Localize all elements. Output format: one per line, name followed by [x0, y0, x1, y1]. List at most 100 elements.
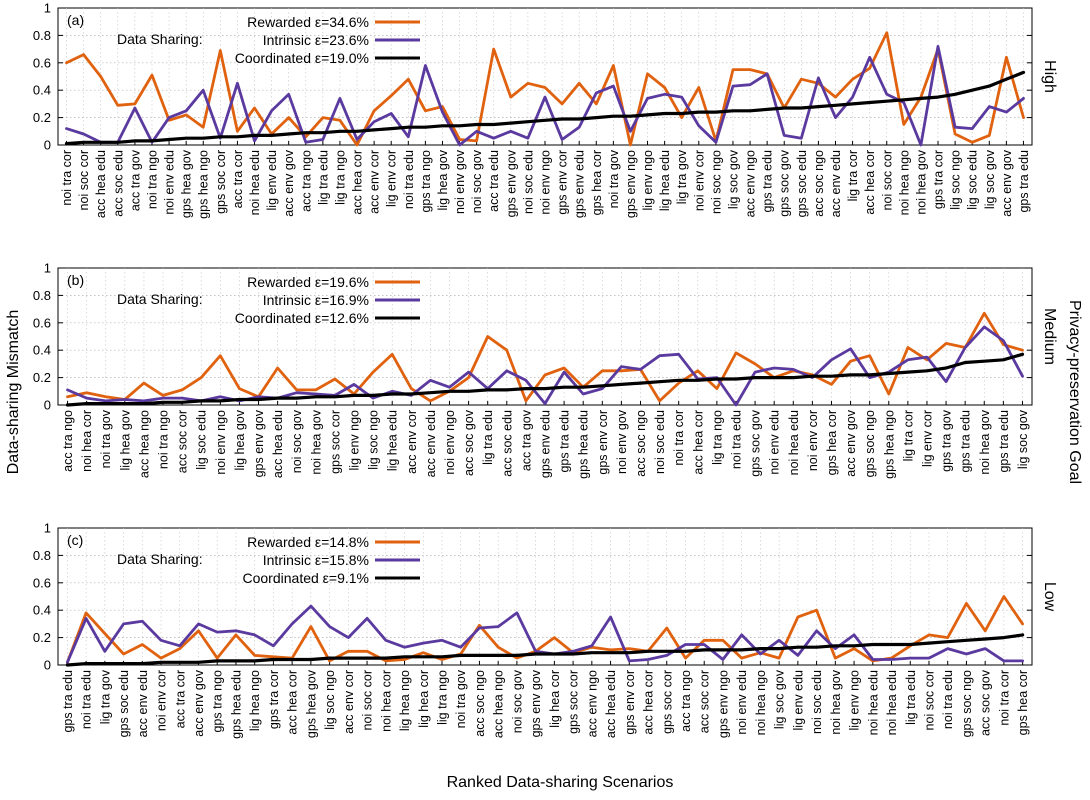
x-tick-label: gps soc cor: [328, 410, 342, 474]
x-tick-label: acc env gov: [844, 409, 858, 476]
x-tick-label: acc hea cor: [351, 150, 365, 215]
x-tick-label: noi tra edu: [730, 410, 744, 469]
x-tick-label: noi tra ngo: [146, 150, 160, 209]
x-tick-label: lig tra ngo: [436, 670, 450, 725]
x-tick-label: noi tra ngo: [157, 410, 171, 469]
x-tick-label: lig hea cor: [417, 670, 431, 728]
x-tick-label: noi tra cor: [997, 670, 1011, 726]
x-tick-label: acc soc edu: [111, 150, 125, 217]
y-tick-label: 1: [44, 261, 51, 276]
x-tick-label: lig hea cor: [548, 670, 562, 728]
x-tick-label: lig tra cor: [901, 410, 915, 461]
series-line-rewarded: [66, 311, 1024, 403]
x-tick-label: acc tra ngo: [679, 670, 693, 732]
x-tick-label: acc soc edu: [500, 410, 514, 477]
x-tick-label: acc env edu: [424, 410, 438, 477]
x-tick-label: gps env edu: [539, 410, 553, 478]
x-tick-label: gps env cor: [556, 150, 570, 215]
x-tick-label: gps hea gov: [304, 669, 318, 738]
x-tick-label: acc hea cor: [286, 670, 300, 735]
x-tick-label: lig tra ngo: [333, 150, 347, 205]
panel-tag: (b): [67, 272, 84, 288]
legend-label-coordinated: Coordinated ε=19.0%: [235, 50, 369, 66]
x-tick-label: gps soc cor: [567, 670, 581, 734]
y-tick-label: 0.6: [33, 315, 51, 330]
panel-tag: (c): [67, 532, 83, 548]
x-tick-label: acc env ngo: [744, 150, 758, 217]
x-tick-label: acc env cor: [368, 150, 382, 214]
y-tick-label: 0.6: [33, 575, 51, 590]
legend-heading: Data Sharing:: [117, 551, 203, 567]
goal-label: Low: [1041, 582, 1058, 612]
x-tick-label: noi soc cor: [880, 150, 894, 210]
x-tick-label: lig soc gov: [1016, 409, 1030, 469]
x-tick-label: gps tra ngo: [211, 670, 225, 733]
series-line-coordinated: [65, 352, 1025, 407]
x-tick-label: lig hea ngo: [248, 670, 262, 731]
x-tick-label: gps env gov: [252, 409, 266, 477]
x-tick-label: acc soc gov: [979, 669, 993, 736]
legend-label-coordinated: Coordinated ε=12.6%: [235, 310, 369, 326]
x-tick-label: lig tra gov: [675, 149, 689, 204]
y-tick-label: 0.2: [33, 630, 51, 645]
x-tick-label: lig soc edu: [195, 410, 209, 470]
chart-panel-b: 0 0.2 0.4 0.6 0.8 1 acc tra ngo noi hea cor noi …: [33, 261, 1058, 479]
y-tick-label: 0.2: [33, 110, 51, 125]
x-tick-label: noi hea cor: [379, 670, 393, 732]
goal-label: High: [1041, 60, 1058, 93]
y-tick-label: 1: [44, 1, 51, 16]
x-tick-label: noi hea cor: [80, 410, 94, 472]
x-axis-label: Ranked Data-sharing Scenarios: [447, 774, 674, 791]
x-tick-label: noi soc cor: [923, 670, 937, 730]
right-axis-label: Privacy-preservation Goal: [1066, 300, 1083, 484]
legend-label-rewarded: Rewarded ε=19.6%: [247, 274, 369, 290]
x-tick-label: noi hea edu: [885, 670, 899, 735]
x-tick-label: lig hea gov: [118, 409, 132, 470]
x-tick-label: lig hea gov: [436, 149, 450, 210]
x-tick-label: lig soc gov: [983, 149, 997, 209]
x-tick-label: acc env ngo: [585, 670, 599, 737]
x-tick-label: gps tra edu: [959, 410, 973, 473]
x-tick-label: noi soc cor: [361, 670, 375, 730]
x-tick-label: acc hea ngo: [492, 670, 506, 738]
x-tick-label: acc hea edu: [94, 150, 108, 218]
x-tick-label: lig env ngo: [848, 670, 862, 731]
x-tick-label: gps tra cor: [932, 150, 946, 209]
x-tick-label: noi tra cor: [672, 410, 686, 466]
x-tick-label: noi hea gov: [978, 409, 992, 474]
plot-frame: [57, 527, 1033, 666]
x-tick-label: lig env cor: [921, 410, 935, 467]
x-tick-label: gps hea cor: [825, 410, 839, 475]
x-tick-label: lig env ngo: [348, 410, 362, 471]
x-tick-label: noi env ngo: [214, 410, 228, 475]
x-tick-label: acc env gov: [192, 669, 206, 736]
x-tick-label: acc hea cor: [642, 670, 656, 735]
x-tick-label: lig hea gov: [233, 409, 247, 470]
legend-label-intrinsic: Intrinsic ε=15.8%: [263, 552, 369, 568]
y-tick-label: 0.2: [33, 370, 51, 385]
x-tick-label: gps tra cor: [267, 670, 281, 729]
x-tick-label: gps tra edu: [997, 410, 1011, 473]
x-tick-label: lig soc ngo: [949, 150, 963, 210]
y-tick-label: 0.8: [33, 28, 51, 43]
x-tick-label: acc env gov: [282, 149, 296, 216]
legend-label-coordinated: Coordinated ε=9.1%: [243, 570, 370, 586]
legend-label-intrinsic: Intrinsic ε=23.6%: [263, 32, 369, 48]
x-tick-label: gps soc gov: [778, 149, 792, 216]
x-tick-label: noi tra edu: [402, 150, 416, 209]
x-tick-label: noi hea edu: [866, 670, 880, 735]
series-line-intrinsic: [65, 45, 1025, 147]
y-axis-label: Data-sharing Mismatch: [5, 310, 22, 475]
x-tick-label: lig soc gov: [727, 149, 741, 209]
x-tick-label: gps soc edu: [795, 150, 809, 217]
x-tick-label: acc hea cor: [691, 410, 705, 475]
x-tick-label: gps hea edu: [577, 410, 591, 479]
x-tick-label: gps soc gov: [749, 409, 763, 476]
x-tick-label: lig soc ngo: [367, 410, 381, 470]
x-tick-label: gps hea ngo: [197, 150, 211, 219]
x-tick-label: acc env cor: [405, 410, 419, 474]
x-tick-label: noi tra gov: [607, 149, 621, 208]
x-tick-label: acc soc ngo: [634, 410, 648, 477]
x-tick-label: gps soc ngo: [863, 410, 877, 477]
